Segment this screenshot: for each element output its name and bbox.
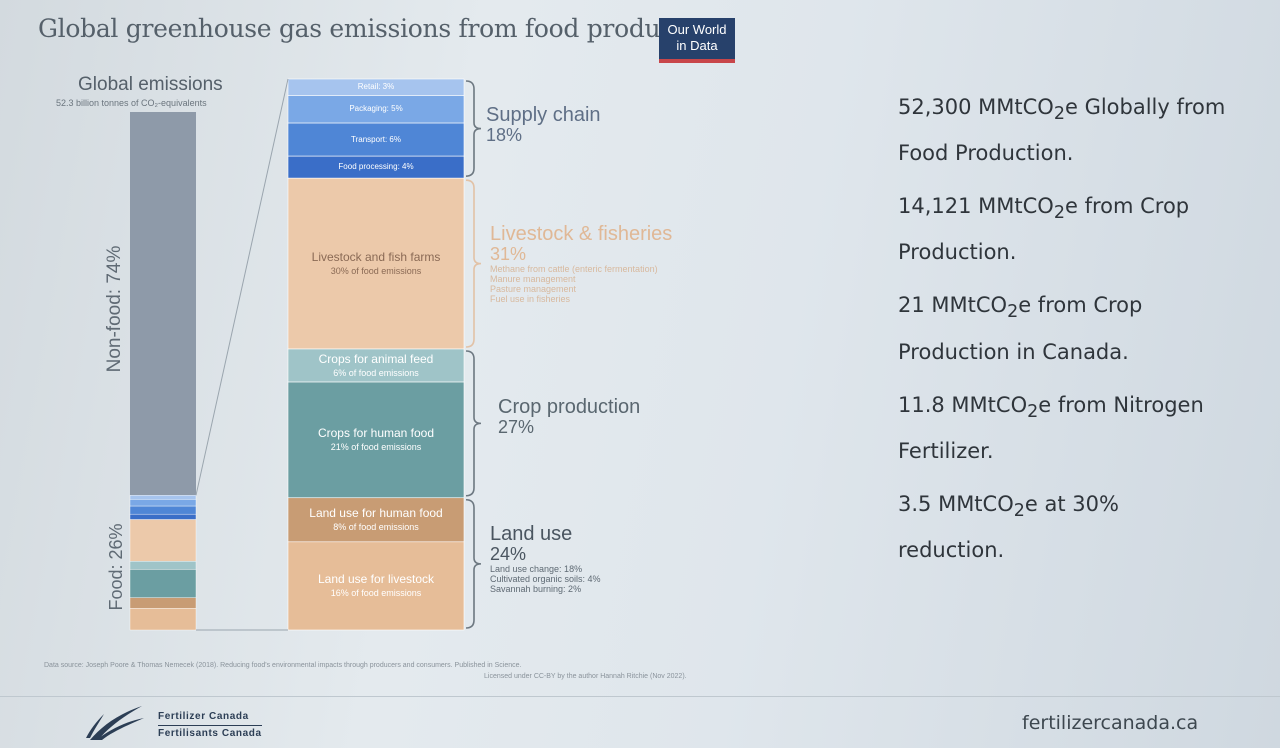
group-detail: Methane from cattle (enteric fermentatio…	[490, 264, 658, 275]
breakdown-bar-segment	[287, 122, 465, 157]
food-label: Food: 26%	[106, 523, 126, 611]
segment-name: Land use for livestock	[317, 571, 435, 586]
group-name: Crop production	[498, 396, 641, 419]
fact-nitrogen: 11.8 MMtCO2e from Nitrogen Fertilizer.	[898, 392, 1204, 463]
segment-label: Food processing: 4%	[288, 161, 464, 173]
nonfood-label: Non-food: 74%	[104, 245, 125, 373]
segment-name: Retail: 3%	[357, 82, 395, 92]
segment-label: Transport: 6%	[288, 134, 464, 146]
group-brace	[465, 350, 482, 497]
page-title: Global greenhouse gas emissions from foo…	[38, 14, 723, 43]
segment-name: Crops for human food	[317, 425, 435, 440]
group-label: Supply chain 18%	[486, 105, 601, 145]
website-link[interactable]: fertilizercanada.ca	[1022, 712, 1199, 734]
breakdown-bar-segment	[287, 348, 465, 383]
breakdown-bar-segment	[287, 95, 465, 124]
logo-org-en: Fertilizer Canada	[158, 711, 249, 722]
group-detail: Savannah burning: 2%	[490, 583, 582, 594]
group-name: Livestock & fisheries	[490, 223, 673, 246]
segment-label: Land use for human food 8% of food emissi…	[288, 506, 464, 534]
breakdown-bar-segment	[287, 177, 465, 350]
logo-org-fr: Fertilisants Canada	[158, 725, 262, 742]
food-bar-segment	[129, 608, 197, 631]
facts-panel: 52,300 MMtCO2e Globally from Food Produc…	[898, 88, 1228, 584]
group-brace	[465, 498, 482, 629]
food-bar-segment	[129, 519, 197, 562]
owid-logo-line1: Our World	[667, 22, 727, 37]
group-detail: Land use change: 18%	[490, 563, 583, 574]
footer-divider	[0, 696, 1280, 697]
breakdown-bar-segment	[287, 541, 465, 631]
group-percent: 27%	[498, 417, 535, 438]
food-bar-segment	[129, 597, 197, 609]
segment-name: Food processing: 4%	[338, 162, 414, 172]
segment-share: 16% of food emissions	[330, 587, 422, 598]
group-brace	[465, 179, 482, 348]
segment-name: Livestock and fish farms	[311, 249, 441, 264]
owid-logo: Our World in Data	[659, 18, 735, 63]
breakdown-bar-segment	[287, 381, 465, 499]
group-percent: 24%	[490, 543, 527, 564]
fertilizer-canada-logo[interactable]: Fertilizer Canada Fertilisants Canada	[158, 709, 262, 742]
source-line2: Licensed under CC-BY by the author Hanna…	[484, 673, 687, 680]
group-percent: 18%	[486, 124, 523, 145]
fact-global: 52,300 MMtCO2e Globally from Food Produc…	[898, 95, 1226, 166]
fact-crop-production: 14,121 MMtCO2e from Crop Production.	[898, 194, 1190, 265]
segment-label: Crops for human food 21% of food emission…	[288, 426, 464, 454]
segment-name: Crops for animal feed	[318, 351, 434, 366]
food-bar-segment	[129, 495, 197, 500]
breakdown-bar-segment	[287, 497, 465, 543]
owid-logo-line2: in Data	[676, 38, 718, 53]
group-label: Land use 24% Land use change: 18% Cultivate…	[490, 524, 601, 594]
group-detail: Manure management	[490, 274, 576, 285]
segment-name: Land use for human food	[309, 505, 443, 520]
food-bar-segment	[129, 569, 197, 598]
group-label: Crop production 27%	[498, 397, 640, 437]
global-emissions-title: Global emissions	[78, 74, 223, 95]
group-name: Land use	[490, 522, 573, 545]
segment-label: Retail: 3%	[288, 81, 464, 93]
food-bar-segment	[129, 561, 197, 570]
food-bar-segment	[129, 505, 197, 515]
segment-share: 6% of food emissions	[333, 367, 419, 378]
group-detail: Fuel use in fisheries	[490, 294, 571, 305]
group-name: Supply chain	[486, 103, 601, 126]
group-detail: Cultivated organic soils: 4%	[490, 573, 601, 584]
group-detail: Pasture management	[490, 284, 577, 295]
data-source: Data source: Joseph Poore & Thomas Nemec…	[44, 660, 764, 682]
segment-name: Transport: 6%	[351, 134, 401, 144]
connector-line-top	[195, 78, 289, 496]
segment-label: Crops for animal feed 6% of food emission…	[288, 352, 464, 380]
segment-share: 21% of food emissions	[330, 441, 422, 452]
fact-canada: 21 MMtCO2e from Crop Production in Canad…	[898, 293, 1143, 364]
segment-label: Land use for livestock 16% of food emissi…	[288, 572, 464, 600]
segment-share: 8% of food emissions	[333, 521, 419, 532]
segment-label: Packaging: 5%	[288, 103, 464, 115]
food-bar-segment	[129, 499, 197, 507]
global-emissions-subtitle: 52.3 billion tonnes of CO₂-equivalents	[56, 98, 207, 108]
group-label: Livestock & fisheries 31% Methane from cat…	[490, 224, 672, 304]
segment-label: Livestock and fish farms 30% of food emis…	[288, 250, 464, 278]
group-brace	[465, 80, 482, 177]
group-percent: 31%	[490, 244, 527, 265]
segment-share: 30% of food emissions	[330, 265, 422, 276]
fact-reduction: 3.5 MMtCO2e at 30% reduction.	[898, 491, 1119, 562]
segment-name: Packaging: 5%	[349, 104, 403, 114]
nonfood-bar-segment	[130, 112, 196, 496]
food-bar-segment	[129, 513, 197, 520]
source-line1: Data source: Joseph Poore & Thomas Nemec…	[44, 662, 522, 669]
fertilizer-canada-leaf-icon	[86, 706, 144, 740]
